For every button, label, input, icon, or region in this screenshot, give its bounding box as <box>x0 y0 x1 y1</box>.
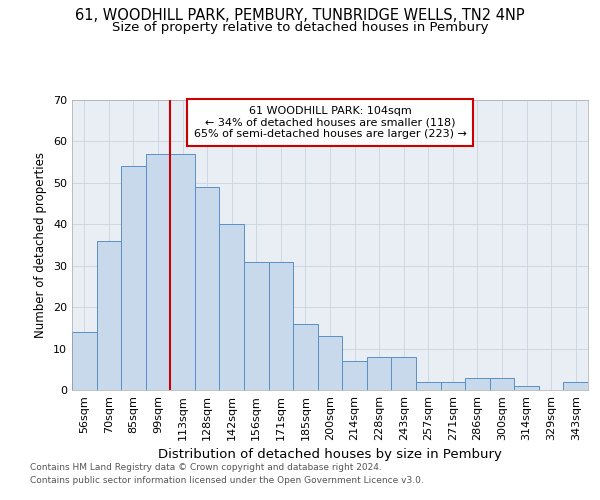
Bar <box>391 357 416 390</box>
Bar <box>342 361 367 390</box>
Bar <box>416 382 440 390</box>
Text: 61 WOODHILL PARK: 104sqm
← 34% of detached houses are smaller (118)
65% of semi-: 61 WOODHILL PARK: 104sqm ← 34% of detach… <box>194 106 466 139</box>
Bar <box>121 166 146 390</box>
Text: Contains HM Land Registry data © Crown copyright and database right 2024.: Contains HM Land Registry data © Crown c… <box>30 462 382 471</box>
Text: Size of property relative to detached houses in Pembury: Size of property relative to detached ho… <box>112 21 488 34</box>
Bar <box>97 241 121 390</box>
Text: Contains public sector information licensed under the Open Government Licence v3: Contains public sector information licen… <box>30 476 424 485</box>
Y-axis label: Number of detached properties: Number of detached properties <box>34 152 47 338</box>
Bar <box>514 386 539 390</box>
Bar <box>244 262 269 390</box>
Bar <box>195 187 220 390</box>
Bar <box>563 382 588 390</box>
Bar <box>465 378 490 390</box>
Bar <box>72 332 97 390</box>
Bar <box>367 357 391 390</box>
Bar <box>440 382 465 390</box>
Text: 61, WOODHILL PARK, PEMBURY, TUNBRIDGE WELLS, TN2 4NP: 61, WOODHILL PARK, PEMBURY, TUNBRIDGE WE… <box>75 8 525 22</box>
Bar <box>269 262 293 390</box>
Bar <box>293 324 318 390</box>
X-axis label: Distribution of detached houses by size in Pembury: Distribution of detached houses by size … <box>158 448 502 462</box>
Bar <box>490 378 514 390</box>
Bar <box>220 224 244 390</box>
Bar <box>146 154 170 390</box>
Bar <box>318 336 342 390</box>
Bar <box>170 154 195 390</box>
